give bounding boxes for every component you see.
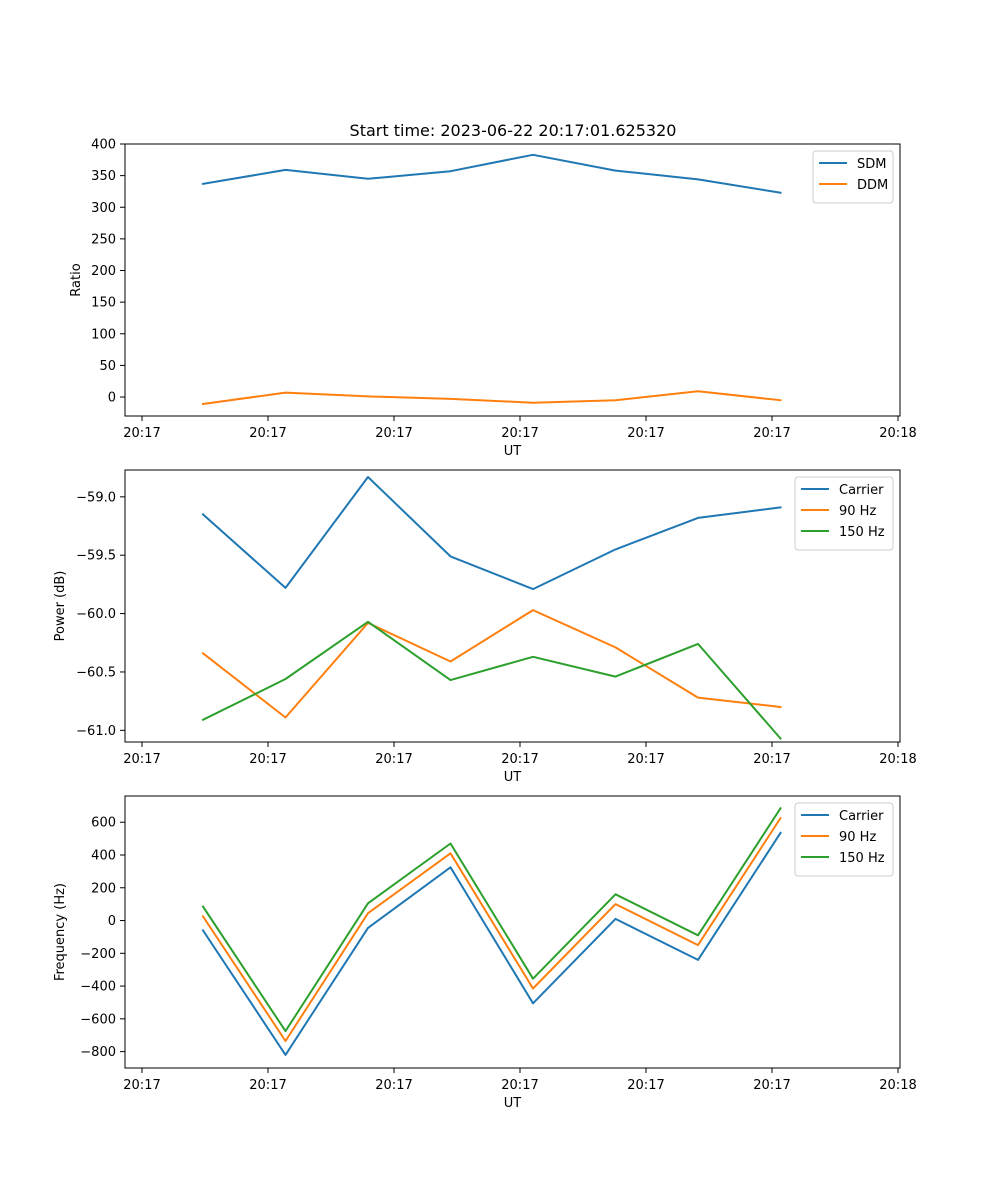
x-axis-label: UT — [504, 1096, 522, 1111]
y-tick-label: 200 — [91, 264, 116, 279]
y-tick-label: −800 — [80, 1045, 116, 1060]
axes-frame — [124, 795, 901, 1069]
frequency-panel: 20:17 20:17 20:17 20:17 20:17 20:17 20:18 −800 −… — [53, 795, 917, 1111]
ratio-panel: 20:17 20:17 20:17 20:17 20:17 20:17 20:18 0 50 10… — [69, 138, 917, 460]
y-tick-label: −61.0 — [76, 724, 116, 739]
y-tick-label: 600 — [91, 816, 116, 831]
legend-label: SDM — [857, 157, 886, 172]
legend-label: Carrier — [839, 483, 884, 498]
x-tick-label: 20:17 — [753, 426, 790, 441]
series-line-ddm — [201, 390, 782, 406]
series-line-90-hz — [201, 816, 782, 1042]
y-axis-label: Power (dB) — [53, 571, 68, 642]
series-line-sdm — [201, 153, 782, 194]
y-tick-label: −400 — [80, 980, 116, 995]
legend-label: 150 Hz — [839, 525, 885, 540]
x-axis-label: UT — [504, 444, 522, 459]
x-axis-label: UT — [504, 770, 522, 785]
legend: Carrier 90 Hz 150 Hz — [794, 476, 894, 551]
series-line-150-hz — [201, 806, 782, 1033]
x-tick-label: 20:17 — [249, 426, 286, 441]
y-tick-label: 50 — [99, 359, 116, 374]
x-tick-label: 20:17 — [627, 426, 664, 441]
legend-label: DDM — [857, 178, 888, 193]
x-tick-label: 20:17 — [375, 426, 412, 441]
y-tick-label: 400 — [91, 138, 116, 153]
legend-label: 150 Hz — [839, 851, 885, 866]
y-tick-label: −59.5 — [76, 549, 116, 564]
legend-label: 90 Hz — [839, 504, 876, 519]
axes-frame — [124, 469, 901, 743]
y-tick-label: 100 — [91, 327, 116, 342]
series-line-carrier — [201, 831, 782, 1056]
power-panel: 20:17 20:17 20:17 20:17 20:17 20:17 20:18 −61.0… — [53, 469, 917, 785]
series-line-carrier — [201, 476, 782, 591]
y-tick-label: −200 — [80, 947, 116, 962]
x-tick-label: 20:18 — [879, 752, 916, 767]
legend-label: Carrier — [839, 809, 884, 824]
figure-title: Start time: 2023-06-22 20:17:01.625320 — [350, 121, 677, 140]
x-tick-label: 20:17 — [627, 752, 664, 767]
x-tick-label: 20:17 — [123, 426, 160, 441]
x-tick-label: 20:17 — [501, 752, 538, 767]
x-tick-label: 20:17 — [501, 426, 538, 441]
x-tick-label: 20:17 — [375, 752, 412, 767]
x-tick-label: 20:17 — [249, 752, 286, 767]
y-axis-label: Ratio — [69, 263, 84, 296]
x-tick-label: 20:18 — [879, 1078, 916, 1093]
x-tick-label: 20:17 — [375, 1078, 412, 1093]
series-line-90-hz — [201, 609, 782, 719]
y-tick-label: −59.0 — [76, 490, 116, 505]
x-tick-label: 20:17 — [249, 1078, 286, 1093]
axes-frame — [124, 143, 901, 417]
legend: Carrier 90 Hz 150 Hz — [794, 802, 894, 877]
legend: SDM DDM — [812, 150, 894, 204]
y-tick-label: −60.5 — [76, 665, 116, 680]
legend-label: 90 Hz — [839, 830, 876, 845]
series-line-150-hz — [201, 620, 782, 740]
x-tick-label: 20:18 — [879, 426, 916, 441]
x-tick-label: 20:17 — [753, 752, 790, 767]
y-tick-label: 300 — [91, 201, 116, 216]
y-tick-label: 200 — [91, 881, 116, 896]
x-tick-label: 20:17 — [123, 752, 160, 767]
y-tick-label: 400 — [91, 848, 116, 863]
y-tick-label: 0 — [108, 914, 116, 929]
y-tick-label: −600 — [80, 1012, 116, 1027]
x-tick-label: 20:17 — [501, 1078, 538, 1093]
x-tick-label: 20:17 — [753, 1078, 790, 1093]
y-tick-label: 0 — [108, 391, 116, 406]
y-tick-label: 350 — [91, 169, 116, 184]
y-axis-label: Frequency (Hz) — [53, 883, 68, 981]
y-tick-label: 250 — [91, 232, 116, 247]
x-tick-label: 20:17 — [627, 1078, 664, 1093]
y-tick-label: 150 — [91, 296, 116, 311]
x-tick-label: 20:17 — [123, 1078, 160, 1093]
y-tick-label: −60.0 — [76, 607, 116, 622]
